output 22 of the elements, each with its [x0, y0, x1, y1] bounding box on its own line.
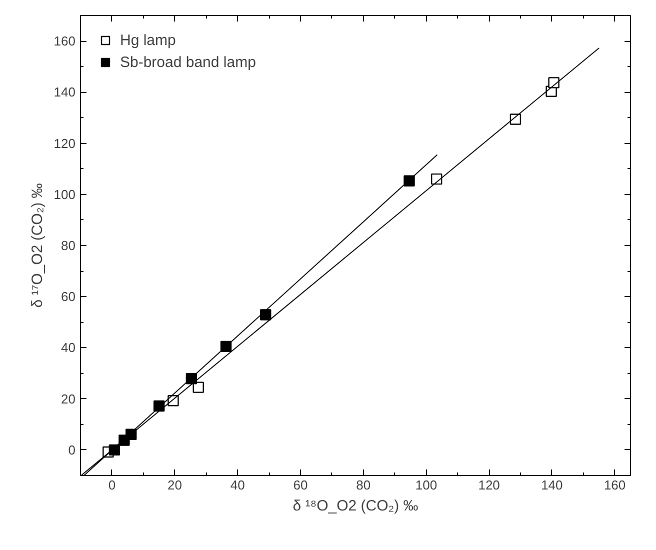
x-tick-label: 140 [541, 478, 563, 492]
y-tick-label: 80 [61, 238, 76, 253]
y-tick-label: 160 [54, 34, 76, 49]
x-tick-label: 120 [478, 478, 500, 492]
x-tick-label: 100 [415, 478, 438, 492]
y-tick-label: 60 [61, 289, 76, 304]
x-tick-label: 80 [356, 478, 371, 492]
y-tick-label: 20 [61, 391, 76, 406]
x-tick-label: 40 [230, 478, 245, 492]
x-tick-label: 60 [293, 478, 308, 492]
x-axis-title: δ ¹⁸O_O2 (CO₂) ‰ [292, 498, 418, 514]
x-tick-label: 20 [168, 478, 182, 492]
y-axis-title: δ ¹⁷O_O2 (CO₂) ‰ [28, 183, 46, 308]
x-tick-label: 0 [108, 478, 116, 492]
y-tick-label: 120 [54, 136, 76, 151]
legend-label: Hg lamp [120, 32, 176, 48]
y-tick-label: 40 [61, 340, 76, 356]
y-tick-label: 140 [54, 84, 76, 100]
x-tick-label: 160 [604, 478, 626, 492]
y-tick-label: 100 [54, 186, 76, 202]
legend-label: Sb-broad band lamp [120, 54, 256, 70]
y-tick-label: 0 [68, 442, 76, 458]
